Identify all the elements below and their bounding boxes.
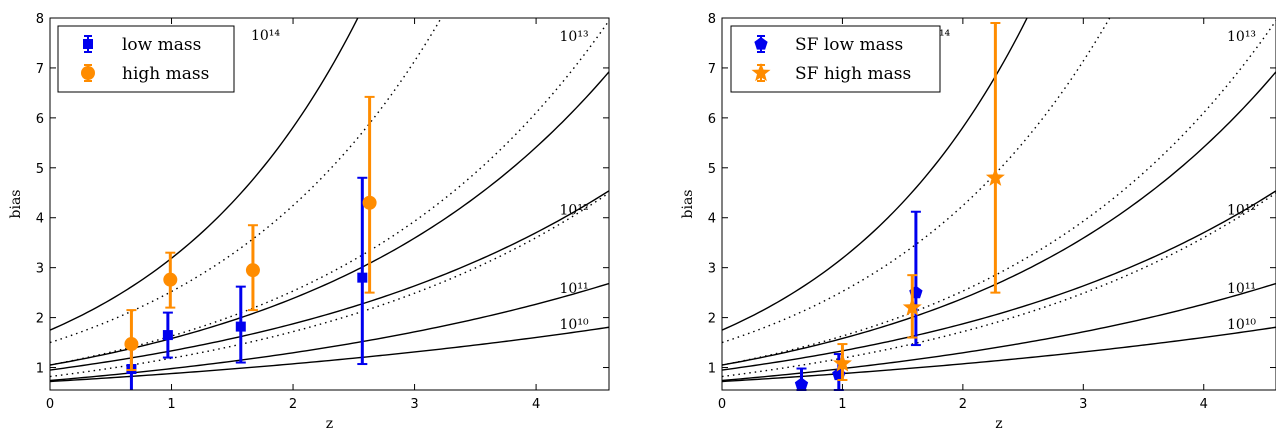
legend-label: low mass — [122, 35, 201, 55]
legend-marker — [81, 66, 95, 80]
data-point — [362, 195, 377, 210]
curve-solid-0 — [722, 326, 1276, 383]
y-tick-label: 4 — [708, 212, 716, 227]
y-tick-label: 7 — [36, 62, 44, 77]
y-tick-label: 5 — [36, 162, 44, 177]
y-axis-label: bias — [680, 190, 696, 219]
legend: low mass high mass — [57, 25, 235, 93]
curve-solid-7 — [722, 18, 1028, 331]
curve-label: 10¹¹ — [1227, 281, 1256, 297]
series-low-mass — [126, 176, 368, 390]
curve-solid-3 — [50, 190, 609, 371]
data-point — [832, 353, 852, 372]
legend-label: SF high mass — [795, 64, 911, 84]
x-tick-label: 2 — [959, 397, 967, 412]
curve-dotted-4 — [50, 20, 609, 366]
data-point — [163, 272, 178, 287]
model-curves — [722, 18, 1276, 383]
series-high-mass — [124, 95, 377, 372]
curve-dotted-6 — [50, 18, 443, 344]
data-point — [794, 377, 809, 391]
curve-label: 10¹¹ — [560, 281, 589, 297]
data-point — [124, 337, 139, 352]
curve-solid-1 — [722, 282, 1276, 382]
y-tick-label: 2 — [708, 312, 716, 327]
curve-solid-3 — [722, 190, 1276, 371]
y-tick-label: 1 — [708, 362, 716, 377]
x-tick-label: 1 — [167, 397, 175, 412]
y-tick-label: 6 — [708, 112, 716, 127]
curve-label: 10¹³ — [1227, 29, 1256, 45]
legend-marker — [751, 63, 771, 82]
y-tick-label: 4 — [36, 212, 44, 227]
x-tick-label: 0 — [46, 397, 54, 412]
y-tick-label: 8 — [708, 12, 716, 27]
data-point — [985, 167, 1005, 186]
curve-dotted-2 — [50, 192, 609, 378]
y-tick-label: 3 — [36, 262, 44, 277]
legend-label: high mass — [122, 64, 209, 84]
y-tick-label: 3 — [708, 262, 716, 277]
chart-panel-1: 10¹⁰ 10¹¹ 10¹² 10¹³ 10¹⁴ 0 1 2 3 4 1 2 3 4 5 6 7 8 z bias lo… — [8, 12, 610, 432]
curve-solid-1 — [50, 282, 609, 382]
x-tick-label: 4 — [1200, 397, 1208, 412]
x-tick-label: 1 — [838, 397, 846, 412]
curve-solid-7 — [50, 18, 359, 331]
legend-marker — [754, 37, 768, 50]
plot-frame — [721, 17, 1276, 391]
legend-marker — [83, 39, 93, 49]
y-tick-label: 2 — [36, 312, 44, 327]
y-tick-label: 8 — [36, 12, 44, 27]
curve-dotted-6 — [722, 18, 1111, 344]
y-tick-label: 7 — [708, 62, 716, 77]
x-tick-label: 2 — [289, 397, 297, 412]
y-tick-label: 1 — [36, 362, 44, 377]
curve-solid-5 — [722, 71, 1276, 366]
x-tick-label: 3 — [410, 397, 418, 412]
curve-label: 10¹² — [560, 202, 589, 218]
x-axis-label: z — [326, 416, 333, 432]
curve-label: 10¹⁴ — [251, 28, 280, 44]
y-tick-label: 6 — [36, 112, 44, 127]
curve-dotted-4 — [722, 20, 1276, 366]
curve-solid-0 — [50, 326, 609, 383]
x-tick-label: 0 — [718, 397, 726, 412]
x-tick-label: 3 — [1079, 397, 1087, 412]
model-curves — [50, 18, 609, 383]
plot-frame — [49, 17, 610, 391]
chart-panel-2: 10¹⁰10¹¹10¹²10¹³10¹⁴0123412345678zbiasSF… — [680, 12, 1276, 432]
y-tick-label: 5 — [708, 162, 716, 177]
data-point — [235, 321, 246, 332]
data-point — [357, 272, 368, 283]
y-axis-label: bias — [8, 190, 24, 219]
data-point — [902, 297, 922, 316]
legend: SF low mass SF high mass — [730, 25, 941, 93]
legend-label: SF low mass — [795, 35, 903, 55]
curve-label: 10¹³ — [560, 29, 589, 45]
series-SF-low-mass — [794, 210, 923, 391]
curve-solid-5 — [50, 71, 609, 366]
legend-box — [730, 25, 941, 93]
x-axis-label: z — [995, 416, 1002, 432]
data-point — [245, 263, 260, 278]
data-point — [162, 330, 173, 341]
curve-label: 10¹⁰ — [560, 317, 589, 333]
series-SF-high-mass — [832, 21, 1005, 382]
curve-label: 10¹⁰ — [1227, 317, 1256, 333]
curve-label: 10¹² — [1227, 202, 1256, 218]
x-tick-label: 4 — [532, 397, 540, 412]
